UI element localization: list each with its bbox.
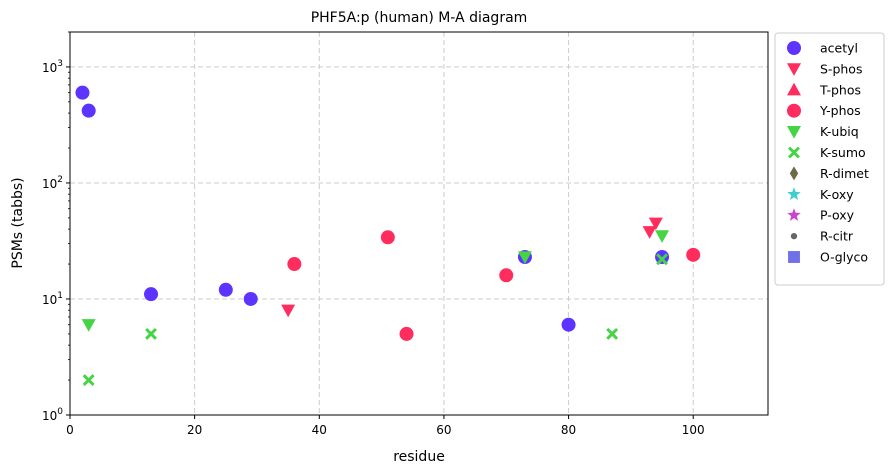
legend-marker-o-glyco <box>788 251 800 263</box>
point-k-ubiq <box>655 230 670 243</box>
plot-area-frame <box>69 31 769 416</box>
legend-label-y-phos: Y-phos <box>819 103 861 118</box>
point-acetyl <box>75 85 90 100</box>
legend-item-k-oxy: K-oxy <box>787 187 854 202</box>
legend-item-acetyl: acetyl <box>787 41 858 56</box>
legend-label-k-ubiq: K-ubiq <box>820 124 859 139</box>
point-k-sumo <box>82 374 95 386</box>
legend-item-s-phos: S-phos <box>787 61 862 76</box>
legend-label-k-oxy: K-oxy <box>820 187 854 202</box>
series-acetyl <box>75 85 670 332</box>
point-k-sumo <box>606 328 619 340</box>
legend-label-p-oxy: P-oxy <box>820 208 855 223</box>
point-s-phos <box>281 304 296 318</box>
point-s-phos <box>642 226 657 239</box>
x-tick-label: 20 <box>187 423 202 437</box>
legend-marker-acetyl <box>787 41 801 55</box>
legend-label-r-dimet: R-dimet <box>820 166 869 181</box>
legend-item-r-dimet: R-dimet <box>789 166 869 181</box>
legend-marker-k-ubiq <box>787 126 801 139</box>
legend-marker-r-dimet <box>789 166 799 181</box>
y-tick-base: 10 <box>42 61 57 75</box>
legend-marker-r-citr <box>790 232 798 240</box>
legend-item-k-sumo: K-sumo <box>788 145 866 160</box>
grid-lines <box>69 32 768 416</box>
point-acetyl <box>81 103 96 118</box>
data-points <box>75 85 701 386</box>
legend-marker-k-sumo <box>788 146 800 159</box>
legend-marker-p-oxy <box>787 208 801 221</box>
point-acetyl <box>144 287 159 302</box>
y-tick-exponent: 1 <box>57 291 63 301</box>
point-y-phos <box>399 326 414 341</box>
legend-label-r-citr: R-citr <box>820 229 854 244</box>
legend-item-r-citr: R-citr <box>790 229 854 244</box>
x-tick-label: 100 <box>682 423 705 437</box>
legend-marker-y-phos <box>787 103 801 118</box>
point-k-ubiq <box>81 319 96 332</box>
legend-marker-k-oxy <box>787 187 801 200</box>
legend: acetyl S-phos T-phos Y-phos K-ubiq K-sumo R-di… <box>774 32 885 286</box>
x-tick-label: 80 <box>561 423 576 437</box>
legend-label-o-glyco: O-glyco <box>820 250 868 265</box>
series-y-phos <box>287 230 701 341</box>
legend-marker-s-phos <box>787 63 801 76</box>
legend-marker-t-phos <box>787 82 801 96</box>
point-y-phos <box>380 230 395 245</box>
point-k-sumo <box>145 328 157 340</box>
y-tick-base: 10 <box>42 177 57 191</box>
point-acetyl <box>243 291 258 306</box>
point-acetyl <box>218 282 233 297</box>
y-axis-label: PSMs (tabbs) <box>10 177 26 268</box>
legend-item-p-oxy: P-oxy <box>787 208 855 223</box>
legend-label-s-phos: S-phos <box>820 61 862 76</box>
y-tick-label: 102 <box>42 175 63 191</box>
y-tick-exponent: 0 <box>57 407 63 417</box>
y-tick-base: 10 <box>42 409 57 423</box>
legend-item-k-ubiq: K-ubiq <box>787 124 859 139</box>
legend-box <box>774 32 885 286</box>
legend-label-t-phos: T-phos <box>819 82 861 97</box>
x-tick-label: 40 <box>312 423 327 437</box>
y-tick-exponent: 3 <box>57 59 63 69</box>
point-acetyl <box>655 250 670 265</box>
point-y-phos <box>499 268 514 283</box>
point-y-phos <box>287 257 302 272</box>
legend-label-k-sumo: K-sumo <box>820 145 866 160</box>
legend-item-y-phos: Y-phos <box>787 103 861 118</box>
y-tick-label: 101 <box>42 291 63 307</box>
x-axis-label: residue <box>393 449 445 465</box>
x-tick-label: 60 <box>436 423 451 437</box>
point-y-phos <box>686 247 701 262</box>
legend-item-t-phos: T-phos <box>787 82 861 97</box>
point-k-ubiq <box>517 251 532 265</box>
series-s-phos <box>281 217 663 318</box>
point-acetyl <box>561 317 576 332</box>
point-s-phos <box>648 217 663 231</box>
y-tick-exponent: 2 <box>57 175 63 185</box>
series-k-ubiq <box>81 230 670 332</box>
legend-item-o-glyco: O-glyco <box>788 250 868 265</box>
x-tick-label: 0 <box>66 423 74 437</box>
y-tick-base: 10 <box>42 293 57 307</box>
point-k-sumo <box>656 253 668 266</box>
legend-label-acetyl: acetyl <box>820 41 858 56</box>
y-tick-label: 103 <box>42 59 63 75</box>
y-tick-label: 100 <box>42 407 63 423</box>
series-k-sumo <box>82 253 668 386</box>
chart-title: PHF5A:p (human) M-A diagram <box>311 10 528 26</box>
